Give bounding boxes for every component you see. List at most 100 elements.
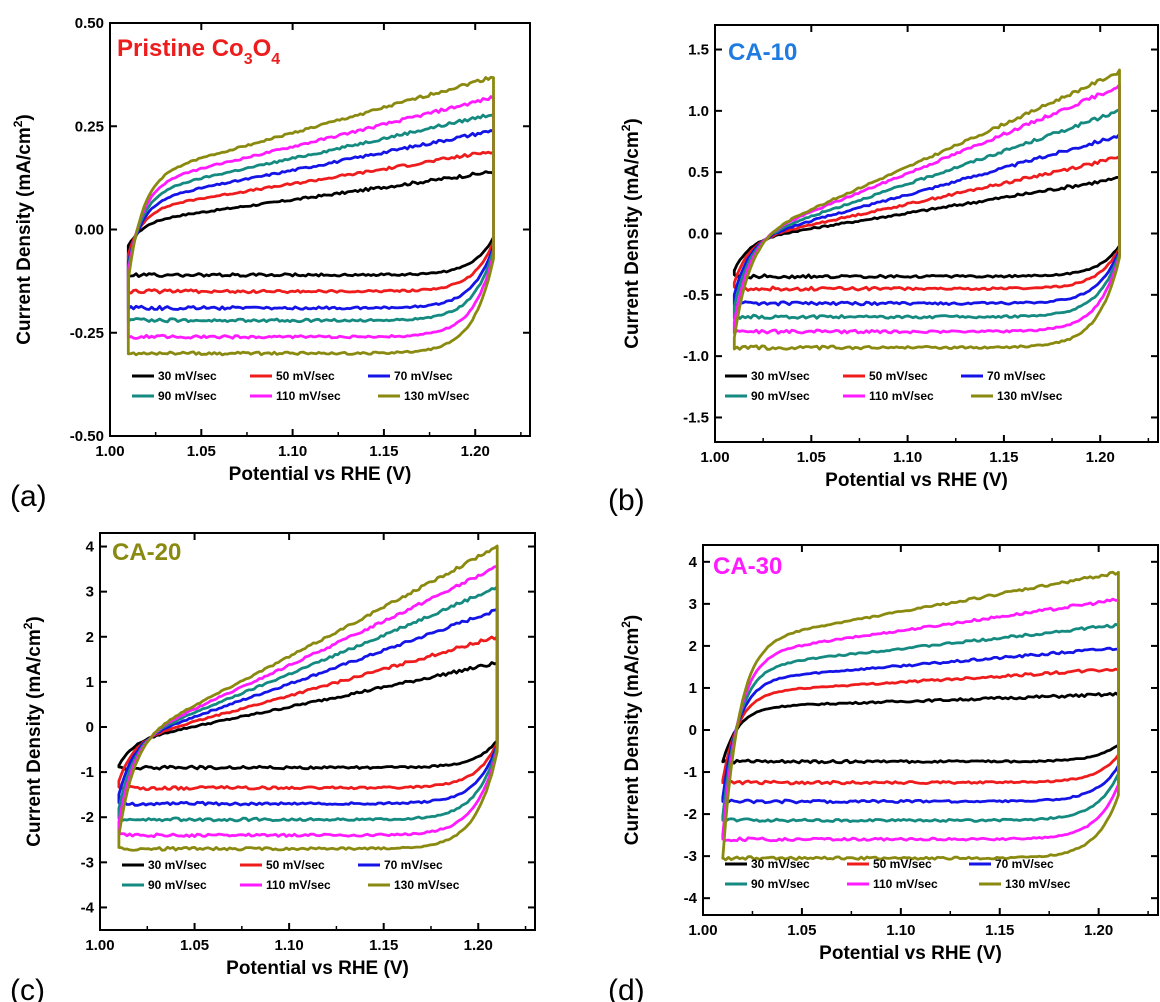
y-tick-label: 0.25 bbox=[75, 118, 104, 135]
x-tick-label: 1.10 bbox=[886, 922, 915, 939]
cv-curves bbox=[721, 570, 1120, 862]
x-tick-label: 1.10 bbox=[893, 449, 922, 466]
series-line-130 bbox=[732, 68, 1121, 351]
legend-label-110: 110 mV/sec bbox=[873, 877, 938, 891]
y-tick-label: 0.5 bbox=[688, 164, 709, 181]
legend-label-30: 30 mV/sec bbox=[148, 858, 207, 872]
y-axis-title: Current Density (mA/cm2) bbox=[619, 615, 643, 846]
y-tick-label: 3 bbox=[86, 584, 94, 601]
x-tick-label: 1.05 bbox=[787, 922, 816, 939]
y-tick-label: 0 bbox=[689, 722, 697, 739]
x-tick-label: 1.15 bbox=[369, 937, 398, 954]
legend-label-90: 90 mV/sec bbox=[751, 877, 810, 891]
y-tick-label: -1.0 bbox=[683, 348, 709, 365]
y-tick-label: -3 bbox=[81, 854, 94, 871]
series-line-130 bbox=[126, 75, 495, 357]
y-tick-label: 0.0 bbox=[688, 226, 709, 243]
legend-label-70: 70 mV/sec bbox=[987, 369, 1046, 383]
x-tick-label: 1.05 bbox=[180, 937, 209, 954]
y-tick-label: -1 bbox=[684, 764, 697, 781]
legend-label-70: 70 mV/sec bbox=[995, 857, 1054, 871]
x-tick-label: 1.20 bbox=[1084, 922, 1113, 939]
legend-label-50: 50 mV/sec bbox=[266, 858, 325, 872]
legend-label-30: 30 mV/sec bbox=[751, 369, 810, 383]
y-tick-label: 2 bbox=[86, 629, 94, 646]
x-tick-label: 1.05 bbox=[797, 449, 826, 466]
x-tick-label: 1.10 bbox=[278, 443, 307, 460]
x-tick-label: 1.15 bbox=[989, 449, 1018, 466]
x-tick-label: 1.15 bbox=[369, 443, 398, 460]
y-tick-label: -2 bbox=[684, 806, 697, 823]
panel-letter: (c) bbox=[10, 974, 45, 1002]
legend-label-110: 110 mV/sec bbox=[266, 878, 331, 892]
y-tick-label: -0.5 bbox=[683, 287, 709, 304]
cv-curves bbox=[126, 75, 495, 357]
x-tick-label: 1.05 bbox=[187, 443, 216, 460]
x-tick-label: 1.20 bbox=[1086, 449, 1115, 466]
legend-label-130: 130 mV/sec bbox=[1005, 877, 1071, 891]
x-tick-label: 1.20 bbox=[461, 443, 490, 460]
panel-letter: (b) bbox=[608, 484, 645, 517]
legend: 30 mV/sec 50 mV/sec 70 mV/sec 90 mV/sec 110 … bbox=[122, 858, 460, 892]
legend-label-30: 30 mV/sec bbox=[158, 369, 217, 383]
x-tick-label: 1.10 bbox=[275, 937, 304, 954]
panel-a: 1.00 1.05 1.10 1.15 1.20 -0.50 -0.25 0.00 0.25 0.… bbox=[10, 15, 531, 513]
legend-label-110: 110 mV/sec bbox=[869, 389, 934, 403]
panel-title: CA-20 bbox=[112, 539, 181, 566]
panel-letter: (a) bbox=[10, 480, 47, 513]
legend-label-50: 50 mV/sec bbox=[869, 369, 928, 383]
x-axis-title: Potential vs RHE (V) bbox=[226, 958, 409, 979]
legend-label-130: 130 mV/sec bbox=[997, 389, 1063, 403]
panel-title: CA-30 bbox=[713, 553, 782, 580]
panel-b: 1.00 1.05 1.10 1.15 1.20 -1.5 -1.0 -0.5 0.0 0.5 1.… bbox=[608, 24, 1159, 517]
y-tick-label: 0.50 bbox=[75, 15, 104, 32]
legend-label-70: 70 mV/sec bbox=[394, 369, 453, 383]
y-tick-label: -3 bbox=[684, 848, 697, 865]
series-line-130 bbox=[721, 570, 1120, 862]
y-tick-label: -4 bbox=[81, 899, 95, 916]
legend-label-130: 130 mV/sec bbox=[404, 389, 470, 403]
legend-label-50: 50 mV/sec bbox=[873, 857, 932, 871]
y-tick-label: 0 bbox=[86, 719, 94, 736]
legend: 30 mV/sec 50 mV/sec 70 mV/sec 90 mV/sec 110 … bbox=[725, 369, 1063, 403]
legend-label-90: 90 mV/sec bbox=[158, 389, 217, 403]
cv-curves bbox=[117, 544, 499, 852]
y-axis-title: Current Density (mA/cm2) bbox=[619, 118, 643, 349]
x-tick-label: 1.00 bbox=[95, 443, 124, 460]
legend-label-130: 130 mV/sec bbox=[394, 878, 460, 892]
legend-label-110: 110 mV/sec bbox=[276, 389, 341, 403]
legend-label-30: 30 mV/sec bbox=[751, 857, 810, 871]
panel-title: Pristine Co3O4 bbox=[117, 35, 280, 68]
legend-label-50: 50 mV/sec bbox=[276, 369, 335, 383]
x-tick-label: 1.20 bbox=[464, 937, 493, 954]
y-tick-label: -0.50 bbox=[70, 428, 104, 445]
legend-label-90: 90 mV/sec bbox=[148, 878, 207, 892]
panels: 1.00 1.05 1.10 1.15 1.20-0.50-0.250.000.250.… bbox=[10, 15, 1159, 1002]
legend: 30 mV/sec 50 mV/sec 70 mV/sec 90 mV/sec 110 … bbox=[725, 857, 1071, 891]
y-tick-label: -0.25 bbox=[70, 325, 104, 342]
x-axis-title: Potential vs RHE (V) bbox=[819, 943, 1002, 964]
y-tick-label: 3 bbox=[689, 596, 697, 613]
x-tick-label: 1.15 bbox=[985, 922, 1014, 939]
y-tick-label: -4 bbox=[684, 890, 698, 907]
panel-d: 1.00 1.05 1.10 1.15 1.20 -4 -3 -2 -1 0 1 2 3 4 Potenti… bbox=[608, 544, 1159, 1002]
y-tick-label: 2 bbox=[689, 638, 697, 655]
legend-label-70: 70 mV/sec bbox=[384, 858, 443, 872]
x-tick-label: 1.00 bbox=[700, 449, 729, 466]
y-tick-label: 1.0 bbox=[688, 103, 709, 120]
x-axis-title: Potential vs RHE (V) bbox=[825, 470, 1008, 491]
y-tick-label: 4 bbox=[86, 539, 95, 556]
plot-frame bbox=[99, 532, 536, 931]
y-tick-label: 1.5 bbox=[688, 42, 709, 59]
panel-title: CA-10 bbox=[728, 39, 797, 66]
panel-c: 1.00 1.05 1.10 1.15 1.20 -4 -3 -2 -1 0 1 2 3 4 Potenti… bbox=[10, 532, 536, 1002]
x-tick-label: 1.00 bbox=[688, 922, 717, 939]
cv-curves bbox=[732, 68, 1121, 351]
y-tick-label: 4 bbox=[689, 554, 698, 571]
legend-label-90: 90 mV/sec bbox=[751, 389, 810, 403]
y-tick-label: -1.5 bbox=[683, 409, 709, 426]
y-axis-title: Current Density (mA/cm2) bbox=[21, 616, 45, 847]
y-tick-label: -2 bbox=[81, 809, 94, 826]
